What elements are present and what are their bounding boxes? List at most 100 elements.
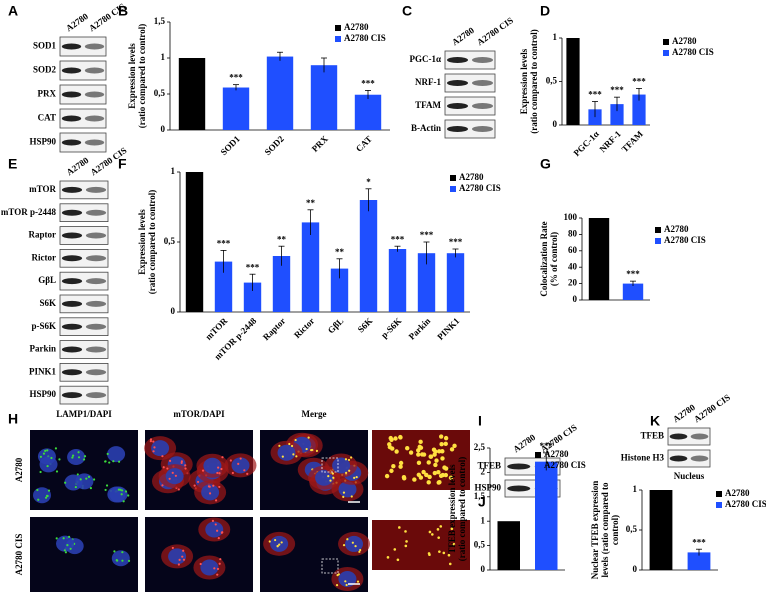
zoom-puncta bbox=[419, 452, 425, 457]
puncta bbox=[346, 538, 349, 541]
puncta bbox=[71, 456, 74, 459]
significance: *** bbox=[217, 238, 231, 248]
blot-band bbox=[61, 323, 83, 330]
x-tick-label: p-S6K bbox=[379, 316, 403, 340]
bar bbox=[632, 94, 646, 125]
row-label: mTOR bbox=[29, 184, 56, 194]
significance: *** bbox=[632, 77, 646, 87]
puncta bbox=[351, 541, 354, 544]
puncta bbox=[221, 531, 224, 534]
blot-band bbox=[690, 433, 709, 440]
y-tick-label: 0,5 bbox=[164, 236, 176, 246]
blot-band bbox=[84, 139, 105, 146]
y-tick-label: 0,5 bbox=[474, 540, 486, 550]
puncta bbox=[335, 584, 339, 587]
significance: ** bbox=[277, 234, 287, 244]
zoom-puncta bbox=[439, 525, 443, 528]
puncta bbox=[288, 442, 291, 446]
row-label: S6K bbox=[39, 298, 56, 308]
row-label: A2780 bbox=[14, 457, 24, 482]
zoom-puncta bbox=[436, 469, 441, 475]
blot-band bbox=[472, 126, 493, 132]
puncta bbox=[39, 470, 42, 474]
puncta bbox=[184, 464, 187, 467]
puncta bbox=[216, 471, 219, 475]
nucleus bbox=[200, 559, 219, 576]
significance: *** bbox=[692, 537, 706, 547]
row-label: PGC-1α bbox=[409, 54, 441, 64]
puncta bbox=[177, 563, 180, 566]
zoom-puncta bbox=[396, 558, 400, 562]
bar bbox=[497, 521, 520, 570]
legend-swatch bbox=[450, 186, 456, 192]
zoom-puncta bbox=[440, 449, 445, 454]
puncta bbox=[193, 484, 196, 487]
puncta bbox=[67, 535, 71, 538]
blot-band bbox=[85, 300, 107, 307]
zoom-puncta bbox=[433, 449, 438, 454]
puncta bbox=[87, 475, 91, 478]
legend-label: A2780 CIS bbox=[672, 47, 714, 57]
y-axis-label: levels (ratio compared to bbox=[600, 482, 610, 578]
row-label: SOD2 bbox=[33, 65, 57, 75]
blot-strip bbox=[59, 226, 109, 245]
blot-band bbox=[84, 43, 105, 50]
blot-strip bbox=[59, 271, 109, 291]
bar bbox=[417, 253, 436, 312]
y-tick-label: 80 bbox=[568, 228, 578, 238]
puncta bbox=[211, 519, 215, 523]
x-tick-label: NRF-1 bbox=[597, 128, 623, 154]
legend-swatch bbox=[663, 50, 669, 56]
puncta bbox=[122, 500, 125, 503]
puncta bbox=[39, 455, 43, 458]
puncta bbox=[77, 451, 80, 454]
puncta bbox=[127, 559, 131, 562]
bar bbox=[354, 94, 382, 130]
zoom-puncta bbox=[442, 551, 446, 555]
lane-label: A2780 CIS bbox=[692, 392, 732, 424]
puncta bbox=[58, 458, 61, 461]
puncta bbox=[71, 454, 75, 457]
zoom-puncta bbox=[387, 444, 393, 450]
zoom-puncta bbox=[398, 526, 401, 529]
puncta bbox=[221, 456, 224, 459]
puncta bbox=[166, 467, 169, 470]
y-tick-label: 0,5 bbox=[154, 88, 166, 98]
bar bbox=[301, 222, 320, 312]
y-axis-label: (ratio compared to control) bbox=[147, 190, 157, 294]
row-label: GβL bbox=[38, 275, 56, 285]
puncta bbox=[218, 562, 221, 565]
puncta bbox=[152, 450, 155, 453]
y-axis-label: (% of control) bbox=[549, 232, 559, 286]
nucleus bbox=[338, 481, 357, 498]
nucleus bbox=[151, 440, 170, 457]
nucleus bbox=[203, 457, 222, 474]
x-tick-label: TFAM bbox=[620, 128, 646, 154]
blot-band bbox=[61, 209, 83, 216]
zoom-puncta bbox=[418, 475, 424, 480]
puncta bbox=[79, 478, 82, 481]
y-axis-label: (ratio compared to control) bbox=[137, 24, 147, 128]
zoom-puncta bbox=[434, 458, 439, 463]
zoom-puncta bbox=[386, 556, 390, 559]
zoom-puncta bbox=[439, 442, 444, 447]
significance: *** bbox=[420, 230, 434, 240]
puncta bbox=[315, 449, 319, 452]
zoom-puncta bbox=[404, 544, 408, 548]
row-label: CAT bbox=[38, 113, 56, 123]
blot-band bbox=[447, 126, 468, 132]
zoom-puncta bbox=[416, 460, 422, 466]
y-axis-label: Expression levels bbox=[137, 209, 147, 275]
nucleus bbox=[205, 521, 224, 538]
bar bbox=[243, 282, 262, 312]
puncta bbox=[278, 543, 281, 546]
blot-strip bbox=[59, 362, 109, 382]
puncta bbox=[177, 488, 180, 491]
legend-label: A2780 CIS bbox=[664, 235, 706, 245]
puncta bbox=[171, 471, 174, 474]
puncta bbox=[290, 444, 294, 448]
puncta bbox=[218, 485, 221, 489]
puncta bbox=[239, 457, 242, 460]
puncta bbox=[344, 580, 347, 583]
zoom-puncta bbox=[436, 528, 440, 531]
